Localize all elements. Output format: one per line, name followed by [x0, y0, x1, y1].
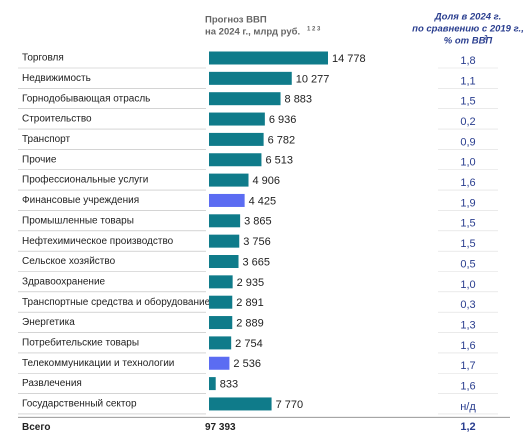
category-label: Здравоохранение [22, 276, 106, 287]
bar [209, 316, 233, 330]
bar [209, 336, 232, 350]
bar [209, 173, 249, 187]
category-label: Строительство [22, 114, 92, 125]
value-label: 2 536 [233, 358, 261, 370]
share-label: 1,5 [460, 218, 475, 230]
value-label: 3 665 [243, 256, 271, 268]
share-header: по сравнению с 2019 г., [412, 24, 524, 35]
share-label: 1,0 [460, 157, 475, 169]
share-label: 1,6 [460, 381, 475, 393]
category-label: Финансовые учреждения [22, 195, 139, 206]
value-label: 6 513 [265, 155, 293, 167]
category-label: Промышленные товары [22, 215, 134, 226]
share-label: 1,5 [460, 238, 475, 250]
category-label: Потребительские товары [22, 337, 139, 349]
bar [209, 356, 230, 370]
bar [209, 193, 245, 207]
category-label: Прочие [22, 154, 57, 165]
category-label: Сельское хозяйство [22, 256, 116, 267]
category-label: Горнодобывающая отрасль [22, 92, 150, 104]
bar [209, 153, 262, 167]
share-label: 0,5 [460, 258, 475, 270]
value-label: 3 756 [243, 236, 271, 248]
total-value: 97 393 [205, 422, 236, 433]
share-label: 1,7 [460, 360, 475, 372]
value-label: 10 277 [296, 73, 330, 85]
bar [209, 112, 265, 126]
share-label: 1,8 [460, 55, 475, 67]
value-label: 2 754 [235, 338, 263, 350]
share-label: 0,9 [460, 136, 475, 148]
share-label: 0,3 [460, 299, 475, 311]
value-header-sup: 1 2 3 [307, 27, 321, 33]
share-header-sup: 2 [483, 36, 488, 42]
share-header: Доля в 2024 г. [434, 12, 502, 23]
share-label: 1,3 [460, 319, 475, 331]
share-label: н/д [460, 401, 476, 413]
bar [209, 397, 272, 411]
category-label: Нефтехимическое производство [22, 235, 174, 247]
category-label: Транспорт [22, 134, 71, 145]
value-label: 2 889 [236, 317, 264, 329]
share-label: 0,2 [460, 116, 475, 128]
value-label: 2 935 [237, 277, 265, 289]
category-label: Государственный сектор [22, 399, 137, 410]
total-label: Всего [22, 422, 51, 433]
share-label: 1,6 [460, 177, 475, 189]
share-label: 1,0 [460, 279, 475, 291]
bar [209, 132, 264, 146]
category-label: Развлечения [22, 378, 82, 389]
value-label: 4 425 [249, 195, 277, 207]
bar [209, 214, 241, 228]
value-label: 8 883 [285, 94, 313, 106]
value-label: 14 778 [332, 53, 366, 65]
bar [209, 255, 239, 268]
category-label: Энергетика [22, 317, 75, 328]
category-label: Телекоммуникации и технологии [22, 358, 174, 369]
bar [209, 377, 216, 391]
value-label: 2 891 [236, 297, 264, 309]
share-header: % от ВВП [444, 36, 493, 47]
bar [209, 51, 328, 65]
value-label: 6 936 [269, 114, 297, 126]
value-header: на 2024 г., млрд руб. [205, 27, 300, 38]
bar [209, 295, 233, 309]
value-header: Прогноз ВВП [205, 15, 267, 26]
total-share: 1,2 [460, 421, 475, 433]
value-label: 7 770 [276, 399, 304, 411]
category-label: Профессиональные услуги [22, 174, 148, 186]
bar [209, 275, 233, 289]
category-label: Недвижимость [22, 73, 91, 84]
share-label: 1,6 [460, 340, 475, 352]
value-label: 3 865 [244, 216, 272, 228]
value-label: 4 906 [253, 175, 281, 187]
bar [209, 234, 240, 248]
bar [209, 71, 292, 85]
share-label: 1,9 [460, 197, 475, 209]
category-label: Транспортные средства и оборудование [22, 296, 211, 308]
share-label: 1,1 [460, 75, 475, 87]
category-label: Торговля [22, 53, 64, 64]
value-label: 6 782 [268, 134, 296, 146]
bar [209, 92, 281, 106]
share-label: 1,5 [460, 96, 475, 108]
value-label: 833 [220, 379, 238, 391]
